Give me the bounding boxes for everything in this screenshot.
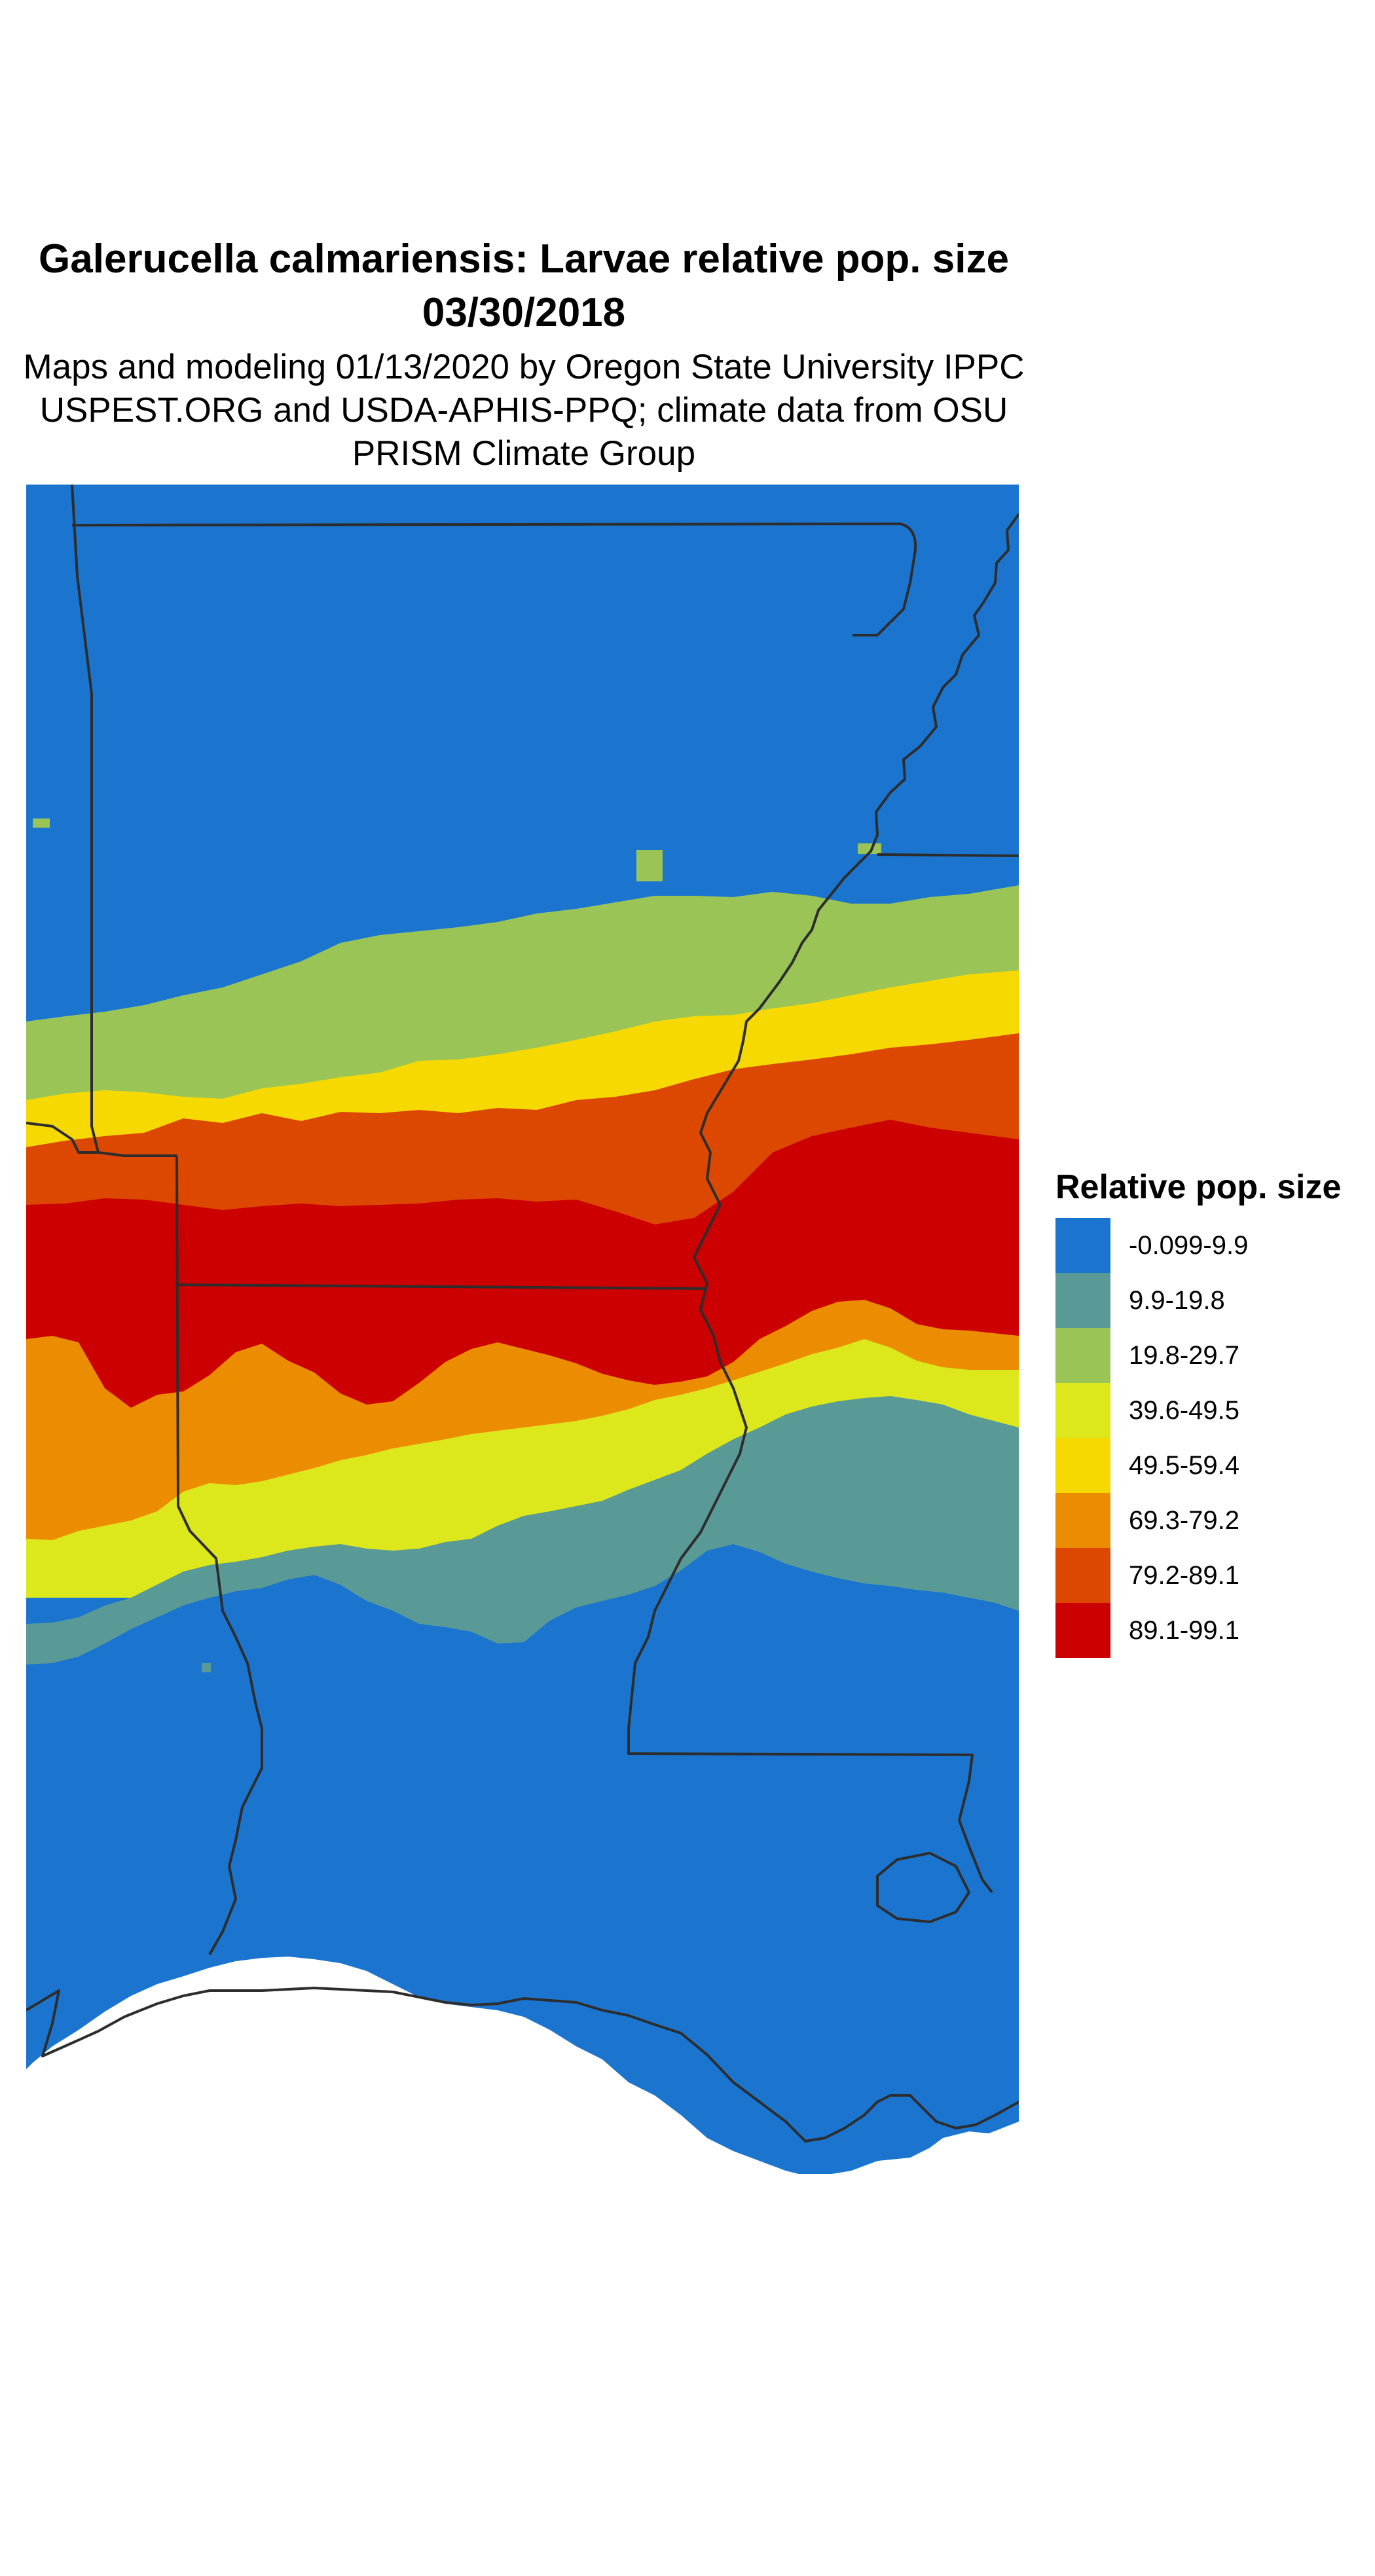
coastline <box>26 1987 1019 2143</box>
speck-green-1 <box>636 850 663 881</box>
speck-green-4 <box>890 2161 917 2170</box>
state-border-louisiana-mississippi <box>627 1729 993 1894</box>
mississippi-river <box>627 513 1019 1729</box>
legend-swatch <box>1055 1548 1110 1603</box>
legend-swatch <box>1055 1383 1110 1438</box>
state-border-arkansas-louisiana <box>176 1283 708 1290</box>
legend-item: 69.3-79.2 <box>1055 1493 1370 1548</box>
legend-item: 9.9-19.8 <box>1055 1273 1370 1328</box>
legend-item: 49.5-59.4 <box>1055 1438 1370 1493</box>
legend-label: 79.2-89.1 <box>1129 1560 1240 1590</box>
legend-swatch <box>1055 1273 1110 1328</box>
legend-label: 9.9-19.8 <box>1129 1285 1225 1315</box>
legend-label: -0.099-9.9 <box>1129 1230 1249 1260</box>
lake-pontchartrain <box>876 1852 970 1923</box>
legend: Relative pop. size -0.099-9.9 9.9-19.8 1… <box>1055 1166 1370 1658</box>
speck-teal-1 <box>202 1663 211 1672</box>
legend-label: 19.8-29.7 <box>1129 1340 1240 1370</box>
legend-label: 49.5-59.4 <box>1129 1450 1240 1480</box>
legend-item: 79.2-89.1 <box>1055 1548 1370 1603</box>
map-subtitle: Maps and modeling 01/13/2020 by Oregon S… <box>23 348 1025 473</box>
legend-title: Relative pop. size <box>1055 1168 1342 1206</box>
state-border-redriver <box>26 1122 177 1157</box>
legend-swatch <box>1055 1493 1110 1548</box>
legend-item: 19.8-29.7 <box>1055 1328 1370 1383</box>
speck-green-2 <box>33 819 50 828</box>
state-border-texas-louisiana <box>175 1155 263 1955</box>
state-border-west-oklahoma-texas <box>71 485 100 1153</box>
legend-swatch <box>1055 1328 1110 1383</box>
legend-label: 39.6-49.5 <box>1129 1395 1240 1425</box>
speck-green-3 <box>858 843 881 854</box>
legend-item: 39.6-49.5 <box>1055 1383 1370 1438</box>
legend-item: -0.099-9.9 <box>1055 1218 1370 1273</box>
legend-item: 89.1-99.1 <box>1055 1603 1370 1658</box>
legend-swatch <box>1055 1603 1110 1658</box>
legend-swatch <box>1055 1218 1110 1273</box>
map-canvas <box>26 485 1019 2174</box>
band-9-9-19-8 <box>26 1396 1019 1665</box>
legend-label: 69.3-79.2 <box>1129 1505 1240 1535</box>
legend-label: 89.1-99.1 <box>1129 1615 1240 1645</box>
state-border-tennessee <box>877 853 1019 857</box>
legend-swatch <box>1055 1438 1110 1493</box>
population-map <box>26 485 1019 2174</box>
state-border-north <box>71 523 917 636</box>
map-title: Galerucella calmariensis: Larvae relativ… <box>39 236 1009 335</box>
